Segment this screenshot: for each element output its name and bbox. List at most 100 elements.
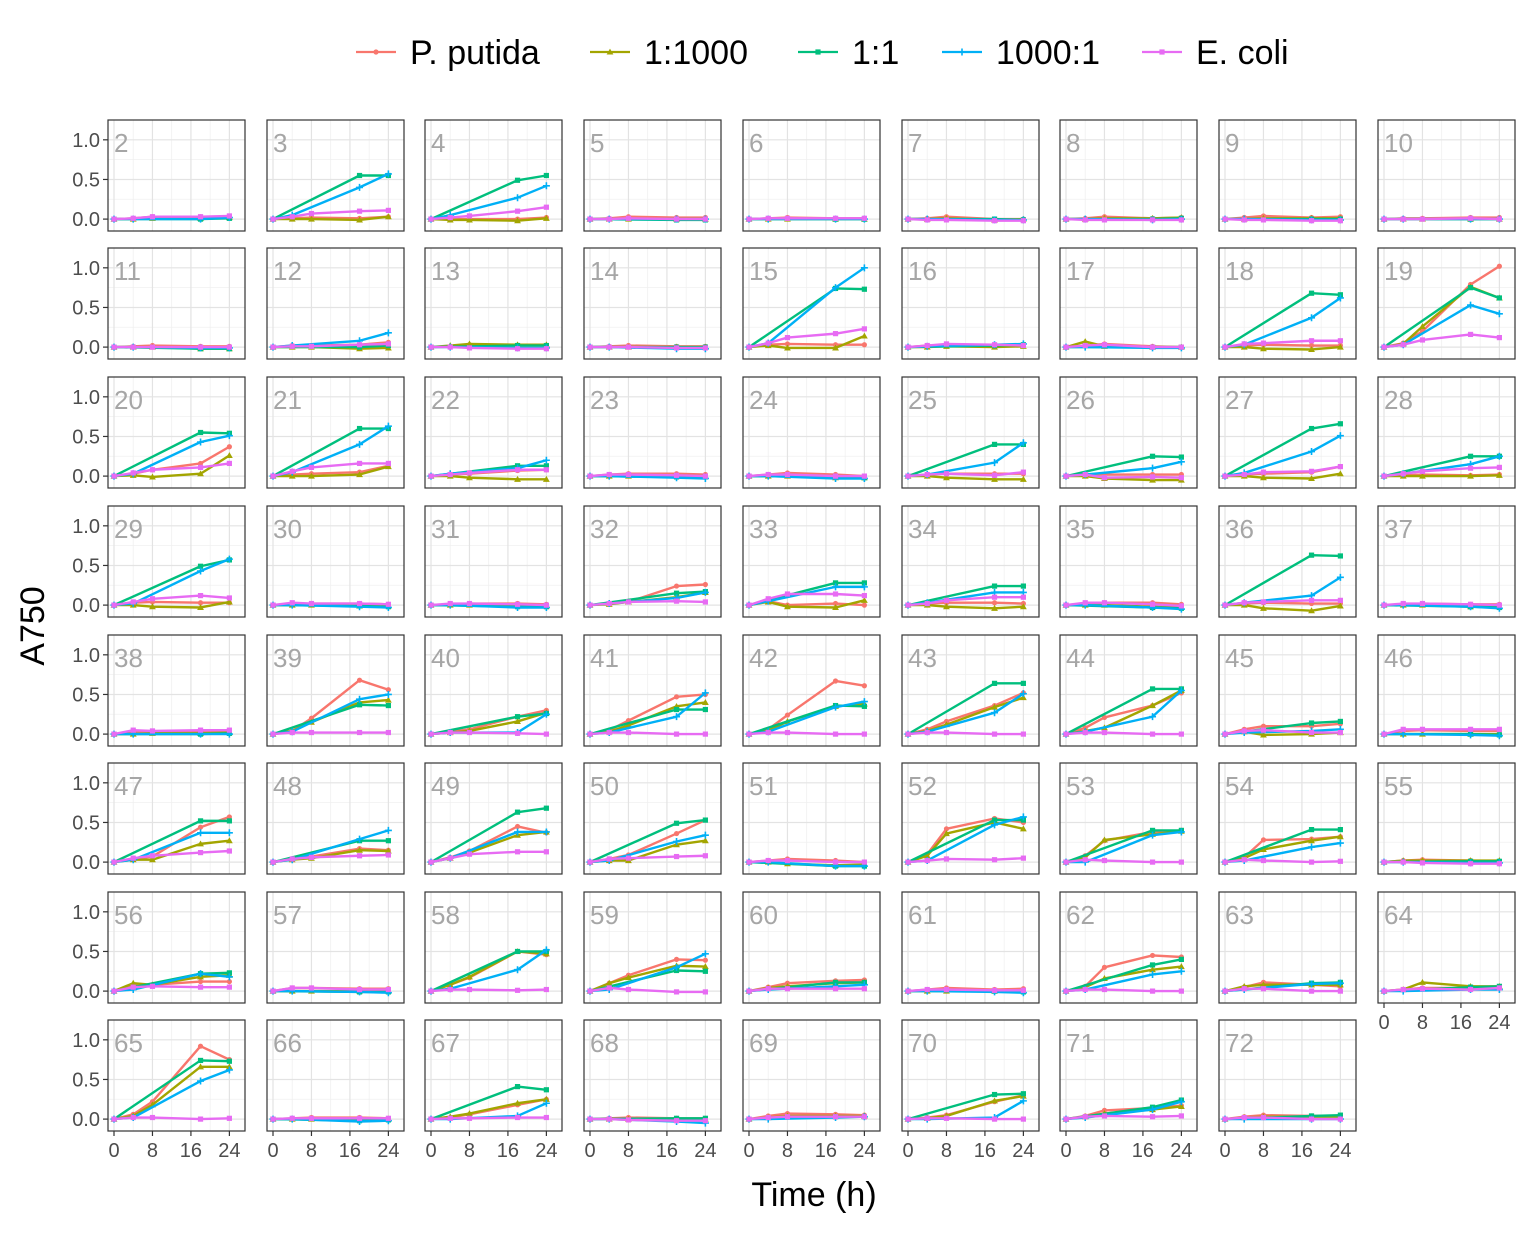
data-point	[1260, 981, 1267, 988]
x-tick-label: 0	[1219, 1140, 1230, 1162]
data-point	[1496, 216, 1502, 222]
data-point	[197, 1063, 204, 1070]
data-point	[226, 727, 232, 733]
data-point	[606, 985, 612, 991]
data-point	[447, 471, 453, 478]
data-point	[542, 946, 550, 954]
panel-border	[1218, 247, 1357, 360]
data-point	[1260, 340, 1267, 346]
data-point	[1082, 1114, 1088, 1120]
data-point	[514, 966, 522, 974]
panel-border	[901, 505, 1040, 618]
panel-border	[742, 762, 881, 875]
panel-label: 43	[908, 643, 937, 673]
panel-border	[1059, 891, 1198, 1004]
data-point	[702, 345, 708, 351]
data-point	[701, 689, 709, 697]
data-point	[356, 702, 363, 708]
facet-panel: 39	[266, 634, 405, 747]
panel-border	[901, 891, 1040, 1004]
data-point	[1149, 686, 1156, 692]
data-point	[428, 988, 434, 994]
data-point	[466, 474, 473, 481]
data-point	[225, 1066, 233, 1074]
data-point	[1020, 342, 1026, 349]
data-point	[1082, 729, 1088, 736]
facet-panel: 35	[1059, 505, 1198, 618]
data-point	[765, 340, 771, 346]
data-point	[356, 216, 363, 223]
data-point	[111, 602, 117, 608]
data-point	[289, 729, 295, 736]
data-point	[1467, 285, 1474, 291]
data-point	[1177, 458, 1185, 466]
data-point	[111, 859, 117, 865]
panel-border	[1059, 119, 1198, 232]
panel-border	[424, 1019, 563, 1132]
data-point	[1336, 833, 1344, 840]
data-point	[356, 440, 364, 448]
data-point	[1260, 474, 1267, 481]
data-point	[784, 712, 791, 718]
data-point	[197, 818, 204, 824]
panel-background	[1378, 120, 1515, 231]
facet-panel: 48	[266, 762, 405, 875]
data-point	[1149, 713, 1157, 721]
data-point	[1337, 729, 1343, 736]
data-point	[1495, 310, 1503, 318]
panel-border	[107, 891, 246, 1004]
data-point	[226, 848, 232, 854]
panel-label: 5	[590, 128, 604, 158]
data-point	[1496, 295, 1502, 301]
panel-background	[743, 377, 880, 488]
data-point	[701, 831, 709, 839]
data-point	[924, 986, 930, 993]
data-point	[1149, 966, 1156, 973]
data-point	[1101, 836, 1108, 843]
data-point	[130, 599, 136, 605]
data-point	[197, 592, 204, 599]
data-point	[606, 344, 612, 350]
data-point	[1149, 344, 1156, 350]
x-tick-label: 16	[497, 1140, 519, 1162]
data-point	[905, 602, 911, 608]
x-tick-label: 8	[623, 1140, 634, 1162]
panel-border	[583, 634, 722, 747]
data-point	[129, 979, 137, 986]
data-point	[225, 598, 233, 605]
data-point	[1222, 988, 1228, 994]
panel-border	[583, 376, 722, 489]
facet-panel: 20 0.0 0.5 1.0	[72, 376, 246, 489]
data-point	[447, 600, 453, 607]
data-point	[1467, 986, 1474, 993]
data-point	[384, 690, 392, 698]
data-point	[197, 970, 205, 978]
panel-border	[742, 505, 881, 618]
data-point	[514, 1114, 521, 1121]
panel-label: 14	[590, 256, 619, 286]
data-point	[746, 731, 752, 737]
data-point	[356, 460, 363, 467]
panel-label: 30	[273, 514, 302, 544]
data-point	[587, 859, 593, 865]
data-point	[543, 602, 549, 608]
panel-border	[107, 376, 246, 489]
facet-panel: 47 0.0 0.5 1.0	[72, 762, 246, 875]
panel-label: 44	[1066, 643, 1095, 673]
legend-item: 1:1	[798, 34, 899, 72]
facet-panel: 61	[901, 891, 1040, 1004]
facet-panel: 50	[583, 762, 722, 875]
data-point	[356, 695, 364, 703]
data-point	[514, 1084, 521, 1090]
data-point	[1020, 855, 1026, 861]
data-point	[861, 473, 867, 479]
panel-label: 8	[1066, 128, 1080, 158]
panel-label: 66	[273, 1028, 302, 1058]
data-point	[289, 600, 295, 606]
panel-border	[742, 1019, 881, 1132]
panel-border	[107, 634, 246, 747]
panel-label: 13	[431, 256, 460, 286]
data-point	[1336, 432, 1344, 440]
data-point	[1063, 988, 1069, 994]
data-point	[197, 567, 205, 575]
